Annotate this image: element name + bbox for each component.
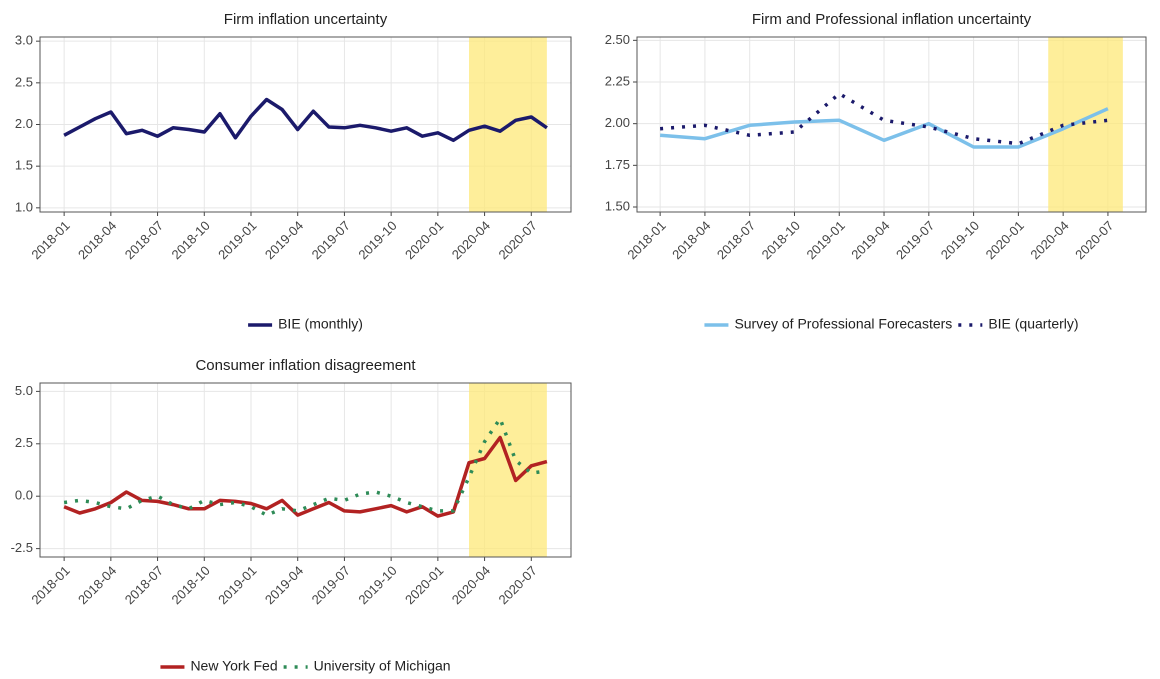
legend-label: New York Fed bbox=[190, 658, 277, 674]
chart-title: Firm and Professional inflation uncertai… bbox=[752, 11, 1032, 28]
x-tick-label: 2020-07 bbox=[495, 218, 539, 262]
x-tick-label: 2019-10 bbox=[938, 218, 982, 262]
x-tick-label: 2020-01 bbox=[402, 563, 446, 607]
x-tick-label: 2019-04 bbox=[848, 218, 892, 262]
chart-title: Firm inflation uncertainty bbox=[224, 11, 388, 28]
x-tick-label: 2019-10 bbox=[355, 218, 399, 262]
x-tick-label: 2020-07 bbox=[495, 563, 539, 607]
x-tick-label: 2020-04 bbox=[449, 563, 493, 607]
panel: Consumer inflation disagreement -2.5 0.0 2.… bbox=[11, 357, 572, 674]
y-tick-label: 2.5 bbox=[15, 74, 33, 89]
highlight-band bbox=[469, 383, 547, 557]
series-line bbox=[63, 97, 548, 143]
x-tick-label: 2020-01 bbox=[983, 218, 1027, 262]
legend-label: Survey of Professional Forecasters bbox=[734, 316, 952, 332]
panel: Firm inflation uncertainty 1.0 1.5 2.0 2.5 3.… bbox=[15, 11, 572, 332]
x-tick-label: 2018-10 bbox=[168, 218, 212, 262]
x-tick-label: 2019-01 bbox=[215, 563, 259, 607]
y-tick-label: -2.5 bbox=[11, 540, 33, 555]
x-tick-label: 2019-07 bbox=[309, 218, 353, 262]
x-tick-label: 2018-07 bbox=[122, 563, 166, 607]
x-tick-label: 2019-07 bbox=[893, 218, 937, 262]
x-tick-label: 2020-04 bbox=[449, 218, 493, 262]
legend-label: BIE (quarterly) bbox=[988, 316, 1078, 332]
legend: BIE (monthly) bbox=[248, 316, 363, 332]
plot-border bbox=[39, 36, 572, 213]
x-tick-label: 2018-10 bbox=[168, 563, 212, 607]
highlight-band bbox=[1048, 37, 1123, 212]
x-tick-label: 2018-07 bbox=[122, 218, 166, 262]
x-tick-label: 2018-04 bbox=[75, 218, 119, 262]
x-tick-label: 2020-01 bbox=[402, 218, 446, 262]
x-tick-label: 2018-01 bbox=[28, 563, 72, 607]
x-tick-label: 2019-10 bbox=[355, 563, 399, 607]
series-line bbox=[659, 107, 1109, 149]
x-tick-label: 2018-10 bbox=[759, 218, 803, 262]
y-tick-label: 0.0 bbox=[15, 488, 33, 503]
x-tick-label: 2019-07 bbox=[309, 563, 353, 607]
y-tick-label: 3.0 bbox=[15, 33, 33, 48]
x-tick-label: 2018-04 bbox=[669, 218, 713, 262]
y-tick-label: 2.00 bbox=[605, 115, 630, 130]
y-tick-label: 1.50 bbox=[605, 198, 630, 213]
plot-border bbox=[636, 36, 1147, 213]
panel: Firm and Professional inflation uncertai… bbox=[605, 11, 1147, 332]
legend-label: University of Michigan bbox=[314, 658, 451, 674]
x-tick-label: 2018-01 bbox=[624, 218, 668, 262]
x-tick-label: 2019-04 bbox=[262, 563, 306, 607]
y-tick-label: 1.5 bbox=[15, 158, 33, 173]
legend: Survey of Professional Forecasters BIE (q… bbox=[704, 316, 1079, 332]
series-line bbox=[63, 416, 548, 517]
x-tick-label: 2018-01 bbox=[28, 218, 72, 262]
y-tick-label: 1.75 bbox=[605, 157, 630, 172]
x-tick-label: 2018-07 bbox=[714, 218, 758, 262]
x-tick-label: 2020-07 bbox=[1072, 218, 1116, 262]
y-tick-label: 5.0 bbox=[15, 383, 33, 398]
y-tick-label: 1.0 bbox=[15, 199, 33, 214]
x-tick-label: 2020-04 bbox=[1027, 218, 1071, 262]
chart-title: Consumer inflation disagreement bbox=[195, 357, 416, 374]
series-line bbox=[63, 435, 548, 518]
plot-border bbox=[39, 382, 572, 558]
x-tick-label: 2019-01 bbox=[803, 218, 847, 262]
y-tick-label: 2.50 bbox=[605, 32, 630, 47]
x-tick-label: 2018-04 bbox=[75, 563, 119, 607]
legend: New York Fed University of Michigan bbox=[160, 658, 451, 674]
x-tick-label: 2019-01 bbox=[215, 218, 259, 262]
y-tick-label: 2.0 bbox=[15, 116, 33, 131]
legend-label: BIE (monthly) bbox=[278, 316, 363, 332]
y-tick-label: 2.5 bbox=[15, 435, 33, 450]
x-tick-label: 2019-04 bbox=[262, 218, 306, 262]
y-tick-label: 2.25 bbox=[605, 73, 630, 88]
